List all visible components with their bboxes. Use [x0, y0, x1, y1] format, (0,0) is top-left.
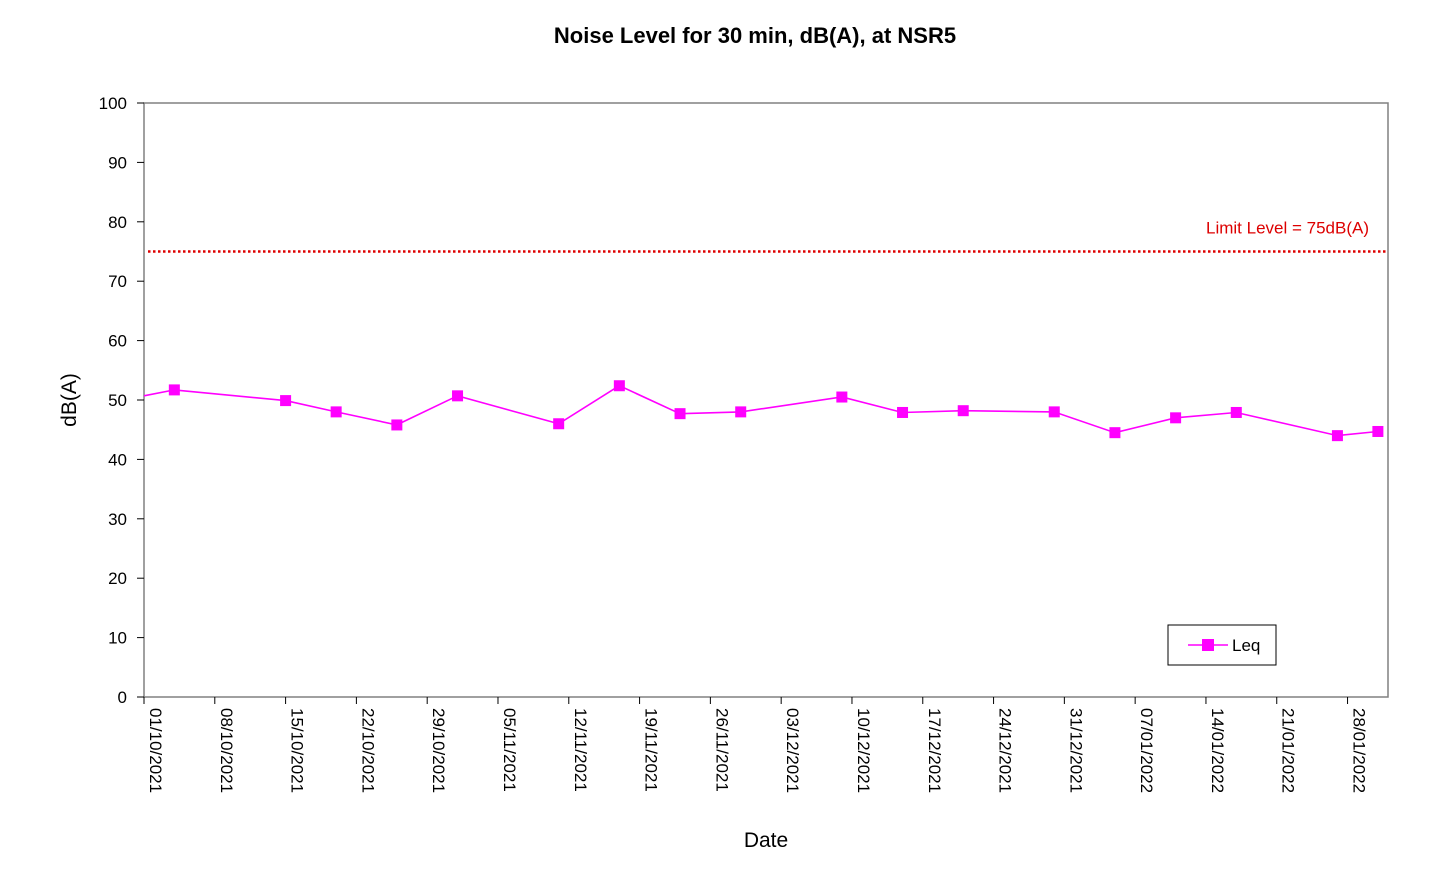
- data-point: [391, 419, 403, 431]
- x-tick-label: 07/01/2022: [1137, 708, 1156, 793]
- x-tick-label: 22/10/2021: [358, 708, 377, 793]
- data-point: [1109, 427, 1121, 439]
- y-tick-label: 40: [108, 450, 127, 469]
- data-point: [1331, 430, 1343, 442]
- x-axis-label: Date: [744, 829, 788, 852]
- y-tick-label: 100: [99, 94, 127, 113]
- plot-area: [143, 102, 1389, 698]
- data-point: [897, 406, 909, 418]
- x-tick-label: 26/11/2021: [712, 708, 731, 792]
- data-point: [452, 390, 464, 402]
- x-tick-label: 15/10/2021: [288, 708, 307, 793]
- x-tick-label: 10/12/2021: [854, 708, 873, 793]
- x-tick-label: 17/12/2021: [925, 708, 944, 793]
- data-point: [1230, 406, 1242, 418]
- x-tick-label: 28/01/2022: [1350, 708, 1369, 793]
- x-tick-label: 14/01/2022: [1208, 708, 1227, 793]
- x-tick-label: 19/11/2021: [642, 708, 661, 792]
- series-markers-leq: [168, 380, 1384, 442]
- y-tick-label: 30: [108, 510, 127, 529]
- x-tick-label: 03/12/2021: [783, 708, 802, 793]
- x-tick-label: 05/11/2021: [500, 708, 519, 792]
- data-point: [280, 395, 292, 407]
- data-point: [613, 380, 625, 392]
- data-point: [957, 405, 969, 417]
- x-tick-label: 12/11/2021: [571, 708, 590, 792]
- data-point: [1372, 425, 1384, 437]
- y-tick-label: 60: [108, 332, 127, 351]
- x-tick-label: 24/12/2021: [996, 708, 1015, 793]
- x-tick-label: 31/12/2021: [1066, 708, 1085, 793]
- legend-marker-leq: [1202, 639, 1214, 651]
- y-axis-label: dB(A): [58, 373, 81, 427]
- chart-title: Noise Level for 30 min, dB(A), at NSR5: [554, 23, 956, 48]
- y-tick-label: 90: [108, 153, 127, 172]
- x-tick-label: 01/10/2021: [146, 708, 165, 793]
- data-point: [735, 406, 747, 418]
- legend-label-leq: Leq: [1232, 636, 1260, 655]
- data-point: [168, 384, 180, 396]
- y-tick-label: 10: [108, 629, 127, 648]
- data-point: [1048, 406, 1060, 418]
- limit-label: Limit Level = 75dB(A): [1206, 219, 1369, 238]
- legend: Leq: [1167, 624, 1277, 666]
- y-tick-label: 70: [108, 272, 127, 291]
- data-point: [674, 408, 686, 420]
- y-tick-label: 0: [118, 688, 127, 707]
- y-tick-label: 50: [108, 391, 127, 410]
- x-axis: 01/10/2021 08/10/2021 15/10/2021 22/10/2021…: [143, 697, 1369, 793]
- x-tick-label: 08/10/2021: [217, 708, 236, 793]
- y-tick-label: 20: [108, 569, 127, 588]
- y-tick-label: 80: [108, 213, 127, 232]
- data-point: [1170, 412, 1182, 424]
- data-point: [836, 391, 848, 403]
- data-point: [330, 406, 342, 418]
- y-axis: 0 10 20 30 40 50 60 70 80 90 100: [99, 94, 144, 707]
- x-tick-label: 29/10/2021: [429, 708, 448, 793]
- x-tick-label: 21/01/2022: [1279, 708, 1298, 793]
- data-point: [553, 418, 565, 430]
